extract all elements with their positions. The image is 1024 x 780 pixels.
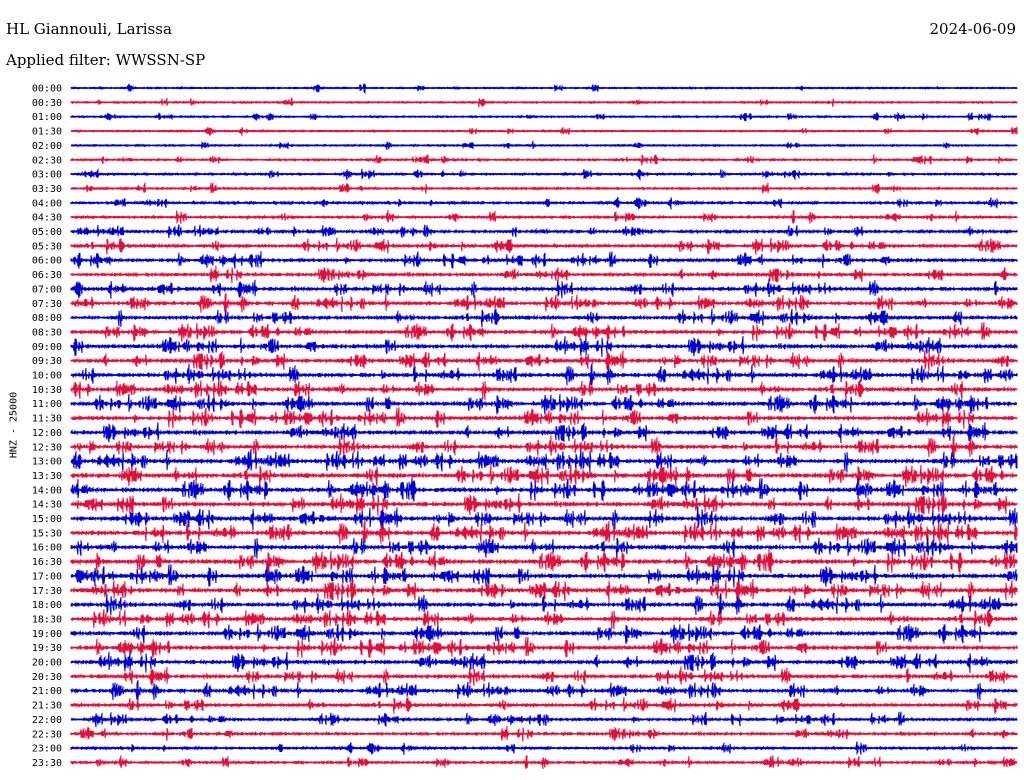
row-time-label: 10:30 bbox=[32, 385, 62, 396]
row-time-label: 08:30 bbox=[32, 327, 62, 338]
trace-line bbox=[70, 477, 1018, 502]
station-name: HL Giannouli, Larissa bbox=[6, 20, 172, 38]
row-time-label: 06:00 bbox=[32, 256, 62, 267]
row-time-label: 22:30 bbox=[32, 729, 62, 740]
row-time-label: 16:00 bbox=[32, 543, 62, 554]
row-time-label: 13:30 bbox=[32, 471, 62, 482]
row-time-label: 02:00 bbox=[32, 141, 62, 152]
row-time-label: 19:00 bbox=[32, 629, 62, 640]
row-time-label: 09:00 bbox=[32, 342, 62, 353]
row-time-label: 22:00 bbox=[32, 715, 62, 726]
row-time-label: 15:30 bbox=[32, 528, 62, 539]
row-time-label: 23:30 bbox=[32, 758, 62, 769]
row-time-label: 02:30 bbox=[32, 155, 62, 166]
row-time-label: 20:00 bbox=[32, 658, 62, 669]
row-time-label: 05:30 bbox=[32, 241, 62, 252]
row-time-label: 11:30 bbox=[32, 414, 62, 425]
row-time-label: 04:30 bbox=[32, 213, 62, 224]
row-time-label: 14:00 bbox=[32, 485, 62, 496]
row-time-label: 19:30 bbox=[32, 643, 62, 654]
row-time-label: 14:30 bbox=[32, 500, 62, 511]
row-time-label: 20:30 bbox=[32, 672, 62, 683]
row-time-label: 07:00 bbox=[32, 284, 62, 295]
row-time-label: 17:30 bbox=[32, 586, 62, 597]
row-time-label: 06:30 bbox=[32, 270, 62, 281]
row-time-label: 23:00 bbox=[32, 744, 62, 755]
row-time-label: 15:00 bbox=[32, 514, 62, 525]
row-time-label: 04:00 bbox=[32, 198, 62, 209]
row-time-label: 11:00 bbox=[32, 399, 62, 410]
trace-line bbox=[70, 755, 1018, 769]
row-time-label: 12:00 bbox=[32, 428, 62, 439]
row-time-label: 03:30 bbox=[32, 184, 62, 195]
row-time-label: 13:00 bbox=[32, 457, 62, 468]
row-time-label: 09:30 bbox=[32, 356, 62, 367]
row-time-label: 12:30 bbox=[32, 442, 62, 453]
row-time-label: 10:00 bbox=[32, 371, 62, 382]
row-time-label: 18:30 bbox=[32, 614, 62, 625]
row-time-label: 08:00 bbox=[32, 313, 62, 324]
row-time-label: 01:00 bbox=[32, 112, 62, 123]
row-time-label: 17:00 bbox=[32, 571, 62, 582]
filter-label: Applied filter: WWSSN-SP bbox=[6, 51, 206, 69]
row-time-label: 18:00 bbox=[32, 600, 62, 611]
trace-line bbox=[70, 265, 1018, 284]
row-time-label: 21:30 bbox=[32, 701, 62, 712]
record-date: 2024-06-09 bbox=[929, 20, 1016, 38]
row-time-label: 07:30 bbox=[32, 299, 62, 310]
row-time-label: 05:00 bbox=[32, 227, 62, 238]
row-time-label: 01:30 bbox=[32, 127, 62, 138]
row-time-label: 16:30 bbox=[32, 557, 62, 568]
row-time-label: 00:30 bbox=[32, 98, 62, 109]
row-time-label: 21:00 bbox=[32, 686, 62, 697]
row-time-label: 00:00 bbox=[32, 84, 62, 95]
row-time-label: 03:00 bbox=[32, 170, 62, 181]
trace-line bbox=[70, 592, 1018, 616]
